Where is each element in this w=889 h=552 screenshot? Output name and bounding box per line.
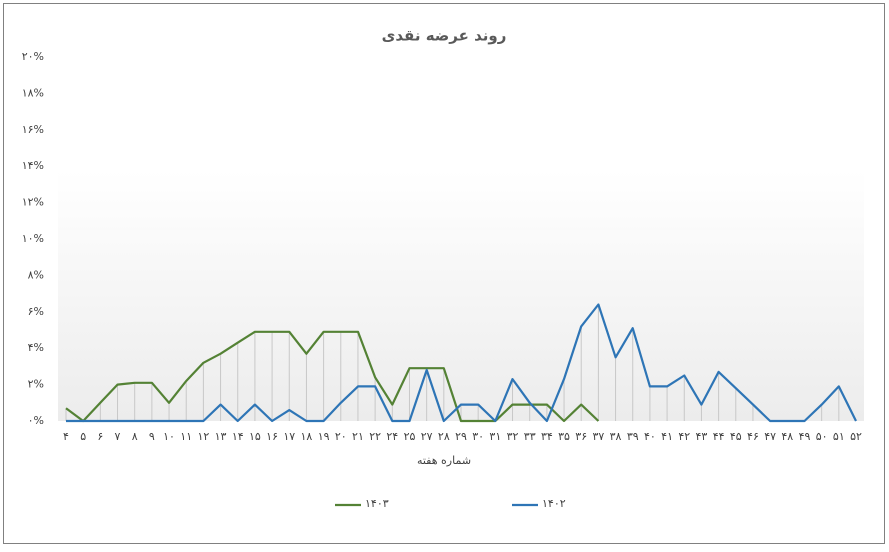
x-tick-label: ۴ xyxy=(63,430,69,443)
x-tick-label: ۱۹ xyxy=(318,430,330,443)
y-tick-label: ۱۰% xyxy=(22,232,44,245)
y-tick-label: ۸% xyxy=(28,268,44,281)
x-tick-label: ۳۴ xyxy=(541,430,553,443)
x-tick-label: ۱۳ xyxy=(215,430,227,443)
x-tick-label: ۲۰ xyxy=(335,430,347,443)
x-tick-label: ۱۵ xyxy=(249,430,261,443)
chart-title: روند عرضه نقدی xyxy=(382,27,507,45)
x-tick-label: ۵۲ xyxy=(850,430,862,443)
x-tick-label: ۴۷ xyxy=(764,430,776,443)
legend-label: ۱۴۰۳ xyxy=(365,497,389,510)
x-tick-label: ۱۷ xyxy=(283,430,295,443)
x-tick-label: ۲۸ xyxy=(438,430,450,443)
x-tick-label: ۲۴ xyxy=(386,430,398,443)
x-tick-label: ۵ xyxy=(80,430,86,443)
x-tick-label: ۳۲ xyxy=(507,430,519,443)
x-tick-label: ۵۰ xyxy=(816,430,828,443)
plot-background xyxy=(58,170,864,421)
x-tick-label: ۲۵ xyxy=(404,430,416,443)
x-tick-label: ۱۲ xyxy=(197,430,209,443)
x-tick-label: ۲۲ xyxy=(369,430,381,443)
x-tick-label: ۳۷ xyxy=(592,430,604,443)
x-tick-label: ۷ xyxy=(115,430,121,443)
y-tick-label: ۲% xyxy=(28,378,44,391)
x-tick-label: ۴۹ xyxy=(799,430,811,443)
x-tick-label: ۱۱ xyxy=(180,430,192,443)
x-tick-label: ۳۹ xyxy=(627,430,639,443)
x-tick-label: ۵۱ xyxy=(833,430,845,443)
x-tick-label: ۱۶ xyxy=(266,430,278,443)
x-tick-label: ۳۸ xyxy=(610,430,622,443)
y-tick-label: ۰% xyxy=(28,414,44,427)
series-line xyxy=(66,303,857,423)
y-tick-label: ۴% xyxy=(28,341,44,354)
x-tick-label: ۴۵ xyxy=(730,430,742,443)
x-tick-label: ۴۱ xyxy=(661,430,673,443)
x-axis-label: شماره هفته xyxy=(417,454,471,467)
x-tick-label: ۳۵ xyxy=(558,430,570,443)
y-tick-label: ۱۲% xyxy=(22,196,44,209)
series-line xyxy=(65,330,600,423)
x-tick-label: ۴۴ xyxy=(713,430,725,443)
x-tick-label: ۳۱ xyxy=(489,430,501,443)
legend-label: ۱۴۰۲ xyxy=(542,497,566,510)
x-tick-label: ۱۰ xyxy=(163,430,175,443)
x-tick-label: ۴۰ xyxy=(644,430,656,443)
x-tick-label: ۲۱ xyxy=(352,430,364,443)
y-tick-label: ۱۴% xyxy=(22,159,44,172)
x-tick-label: ۴۶ xyxy=(747,430,759,443)
x-tick-label: ۹ xyxy=(149,430,155,443)
x-tick-label: ۶ xyxy=(97,430,103,443)
x-tick-label: ۴۸ xyxy=(781,430,793,443)
y-tick-label: ۱۶% xyxy=(22,123,44,136)
y-tick-label: ۶% xyxy=(28,305,44,318)
x-tick-label: ۱۴ xyxy=(232,430,244,443)
x-tick-label: ۳۳ xyxy=(524,430,536,443)
x-tick-label: ۲۷ xyxy=(421,430,433,443)
x-tick-label: ۱۸ xyxy=(301,430,313,443)
x-tick-label: ۲۹ xyxy=(455,430,467,443)
x-tick-label: ۴۳ xyxy=(696,430,708,443)
x-tick-label: ۳۰ xyxy=(472,430,484,443)
y-tick-label: ۲۰% xyxy=(22,50,44,63)
x-tick-label: ۳۶ xyxy=(575,430,587,443)
x-tick-label: ۸ xyxy=(132,430,138,443)
y-tick-label: ۱۸% xyxy=(22,86,44,99)
x-tick-label: ۴۲ xyxy=(678,430,690,443)
